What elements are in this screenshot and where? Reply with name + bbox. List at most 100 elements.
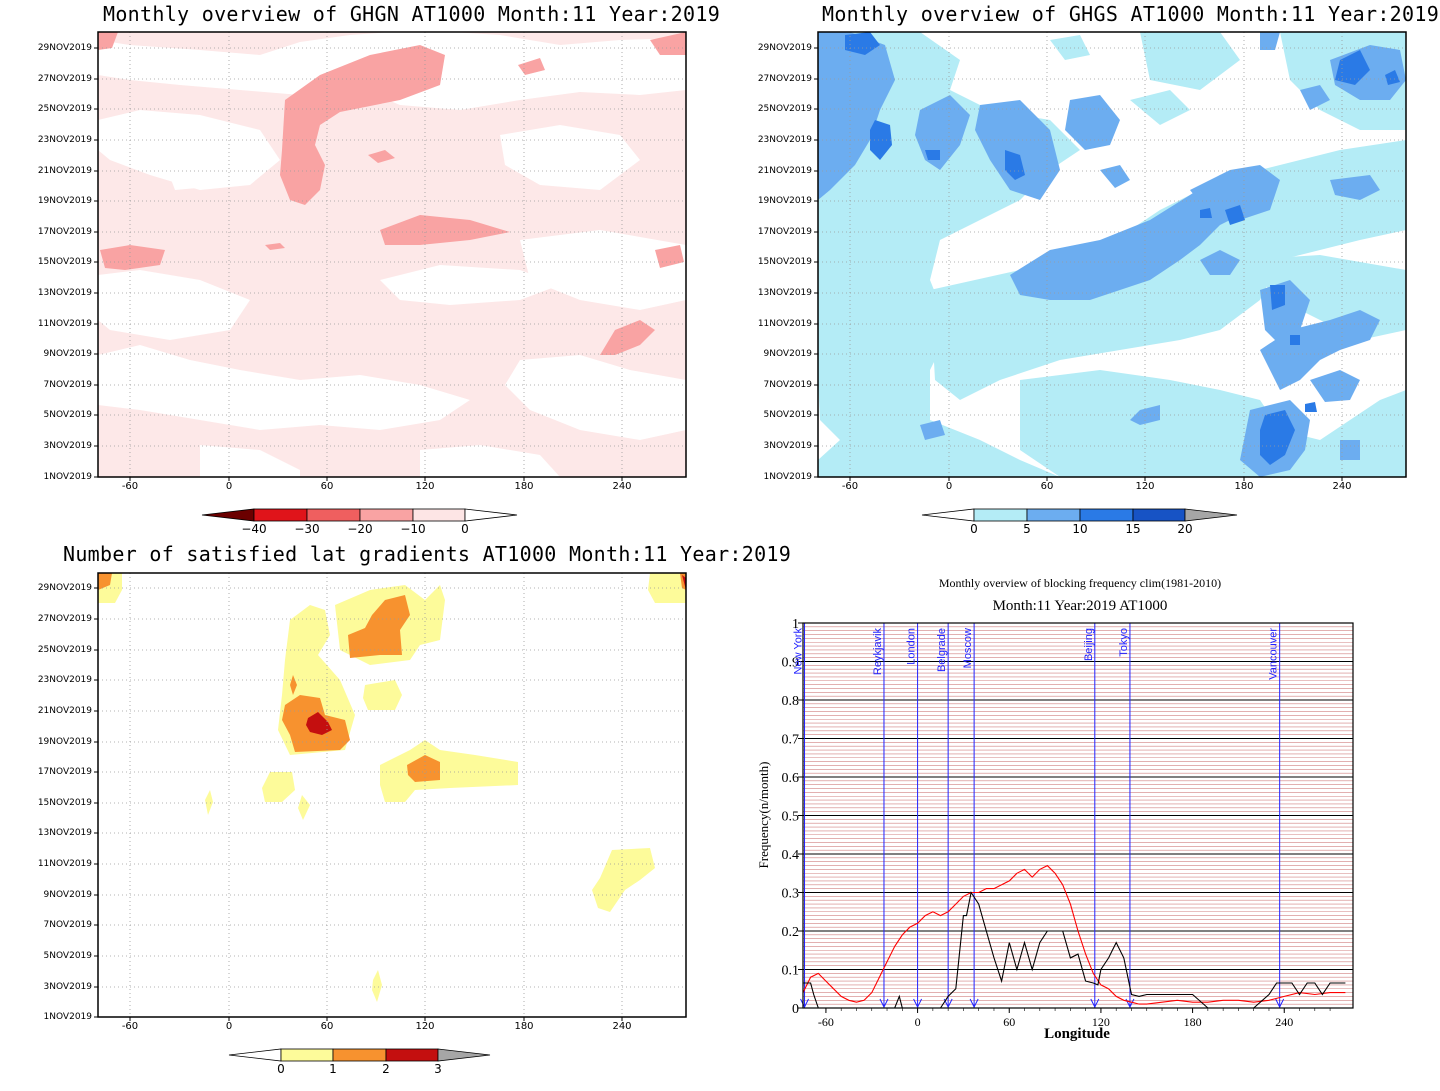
city-label: London <box>906 628 918 665</box>
y-tick-label: 21NOV2019 <box>757 166 812 176</box>
y-tick-label: 1NOV2019 <box>43 472 92 482</box>
colorbar-label: 0 <box>277 1062 285 1076</box>
colorbar-label: 5 <box>1023 522 1031 536</box>
y-tick-label: 7NOV2019 <box>763 380 812 390</box>
y-tick-label: 17NOV2019 <box>757 227 812 237</box>
lat-gradients-title: Number of satisfied lat gradients AT1000… <box>63 542 792 566</box>
colorbar-label: 3 <box>434 1062 442 1076</box>
y-tick-label: 0.2 <box>782 925 800 940</box>
y-tick-label: 3NOV2019 <box>763 441 812 451</box>
x-tick-label: 0 <box>945 481 953 492</box>
y-tick-label: 19NOV2019 <box>37 737 92 747</box>
y-tick-label: 1NOV2019 <box>43 1012 92 1022</box>
y-tick-label: 13NOV2019 <box>37 288 92 298</box>
ghgs-plot <box>814 31 1407 522</box>
x-tick-label: 0 <box>225 481 233 492</box>
city-label: Tokyo <box>1118 628 1130 657</box>
y-tick-label: 3NOV2019 <box>43 441 92 451</box>
x-tick-label: 120 <box>415 481 435 492</box>
ghgs-title: Monthly overview of GHGS AT1000 Month:11… <box>822 2 1440 26</box>
x-tick-label: 180 <box>1234 481 1254 492</box>
city-label: Vancouver <box>1268 628 1280 680</box>
y-tick-label: 0.8 <box>782 694 800 709</box>
colorbar-label: 2 <box>382 1062 390 1076</box>
y-tick-label: 0.9 <box>782 656 800 671</box>
x-tick-label: 0 <box>915 1015 921 1029</box>
y-tick-label: 19NOV2019 <box>757 196 812 206</box>
y-tick-label: 11NOV2019 <box>757 319 812 329</box>
y-tick-label: 5NOV2019 <box>43 951 92 961</box>
x-tick-label: 60 <box>1040 481 1054 492</box>
y-tick-label: 29NOV2019 <box>37 583 92 593</box>
colorbar-label: 20 <box>1177 522 1193 536</box>
y-tick-label: 27NOV2019 <box>757 74 812 84</box>
climatology-series-line <box>802 864 1346 1005</box>
y-tick-label: 5NOV2019 <box>763 410 812 420</box>
city-arrow <box>969 998 979 1009</box>
y-tick-label: 19NOV2019 <box>37 196 92 206</box>
x-tick-label: -60 <box>841 481 859 492</box>
x-tick-label: 180 <box>514 1021 534 1032</box>
y-tick-label: 9NOV2019 <box>43 349 92 359</box>
x-tick-label: -60 <box>121 1021 139 1032</box>
x-axis-label: Longitude <box>1044 1026 1110 1042</box>
y-tick-label: 0 <box>792 1002 799 1017</box>
x-tick-label: 240 <box>1275 1015 1293 1029</box>
y-tick-label: 21NOV2019 <box>37 706 92 716</box>
x-tick-label: 180 <box>514 481 534 492</box>
y-tick-label: 0.5 <box>782 810 800 825</box>
city-label: New York <box>793 628 805 675</box>
city-label: Reykjavik <box>872 628 884 676</box>
ghgn-panel: Monthly overview of GHGN AT1000 Month:11… <box>0 0 720 545</box>
city-arrow <box>879 998 889 1009</box>
colorbar-label: 0 <box>461 522 469 536</box>
colorbar-label: 15 <box>1125 522 1141 536</box>
x-tick-label: 240 <box>1332 481 1352 492</box>
lat-gradients-plot <box>94 572 687 1062</box>
lat-gradients-colorbar <box>228 1048 491 1062</box>
y-tick-label: 7NOV2019 <box>43 380 92 390</box>
x-tick-label: 180 <box>1184 1015 1202 1029</box>
y-tick-label: 17NOV2019 <box>37 767 92 777</box>
colorbar-label: −20 <box>347 522 373 536</box>
y-tick-label: 27NOV2019 <box>37 614 92 624</box>
y-tick-label: 0.7 <box>782 733 800 748</box>
ghgn-colorbar <box>201 508 518 522</box>
x-tick-label: -60 <box>121 481 139 492</box>
y-tick-label: 21NOV2019 <box>37 166 92 176</box>
ghgs-colorbar <box>921 508 1238 522</box>
x-tick-label: 120 <box>415 1021 435 1032</box>
y-tick-label: 25NOV2019 <box>37 104 92 114</box>
y-tick-label: 11NOV2019 <box>37 859 92 869</box>
chart-subtitle: Month:11 Year:2019 AT1000 <box>992 598 1168 614</box>
y-tick-label: 0.6 <box>782 771 800 786</box>
x-tick-label: 60 <box>320 1021 334 1032</box>
blocking-frequency-plot: 0 0.1 0.2 0.3 0.4 0.5 0.6 0.7 0.8 0.9 1 -60 0 60 120 18… <box>782 617 1354 1029</box>
city-arrow <box>943 998 953 1009</box>
y-tick-label: 0.4 <box>782 848 800 863</box>
y-tick-label: 29NOV2019 <box>37 43 92 53</box>
city-arrow <box>913 998 923 1009</box>
colorbar-label: 10 <box>1072 522 1088 536</box>
y-tick-label: 15NOV2019 <box>37 257 92 267</box>
y-tick-label: 23NOV2019 <box>37 135 92 145</box>
y-tick-label: 1NOV2019 <box>763 472 812 482</box>
colorbar-label: 1 <box>329 1062 337 1076</box>
colorbar-label: −40 <box>241 522 267 536</box>
city-arrow <box>1090 998 1100 1009</box>
x-tick-label: 60 <box>1003 1015 1015 1029</box>
city-arrow <box>800 998 809 1009</box>
colorbar-label: 0 <box>970 522 978 536</box>
x-tick-label: 240 <box>612 1021 632 1032</box>
lat-gradients-panel: Number of satisfied lat gradients AT1000… <box>0 540 791 1091</box>
x-tick-label: -60 <box>818 1015 834 1029</box>
city-label: Beijing <box>1083 628 1095 661</box>
ghgn-plot <box>94 31 687 522</box>
y-tick-label: 17NOV2019 <box>37 227 92 237</box>
y-tick-label: 13NOV2019 <box>37 828 92 838</box>
city-arrow <box>1275 998 1285 1009</box>
plot-frame <box>802 622 1354 1009</box>
y-tick-label: 11NOV2019 <box>37 319 92 329</box>
y-tick-label: 25NOV2019 <box>37 645 92 655</box>
y-tick-label: 15NOV2019 <box>37 798 92 808</box>
